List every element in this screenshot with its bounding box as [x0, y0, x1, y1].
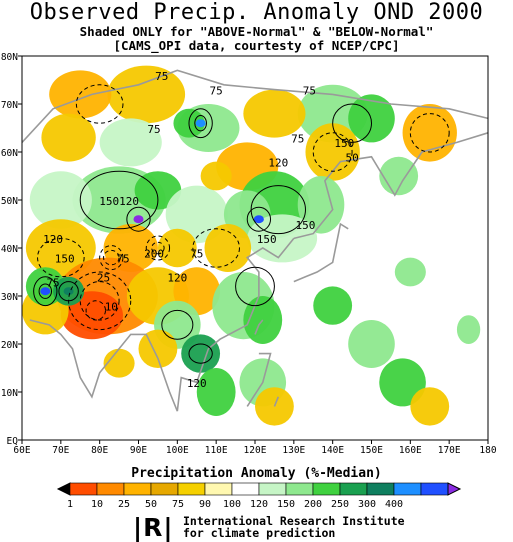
contour-label: 75	[210, 84, 223, 97]
lon-tick-label: 140E	[321, 445, 344, 456]
lon-tick-label: 170E	[438, 445, 461, 456]
contour-label: 150	[257, 233, 277, 246]
map-subtitle-shading: Shaded ONLY for "ABOVE-Normal" & "BELOW-…	[79, 24, 434, 39]
contour-label: 10	[105, 300, 118, 313]
contour-label: 150120	[99, 195, 139, 208]
legend-swatch	[231, 482, 260, 496]
lon-tick-label: 160E	[399, 445, 422, 456]
legend-tick-label: 250	[331, 499, 349, 510]
lat-tick-label: 70N	[1, 100, 18, 111]
legend-swatch	[56, 482, 71, 496]
legend-swatch	[150, 482, 179, 496]
legend-tick-label: 1	[67, 499, 73, 510]
lon-tick-label: 100E	[166, 445, 189, 456]
lon-tick-label: 120E	[244, 445, 267, 456]
lon-tick-label: 150E	[360, 445, 383, 456]
legend-swatch	[123, 482, 152, 496]
legend-swatch	[312, 482, 341, 496]
coastlines	[21, 69, 489, 412]
lon-tick-label: 80E	[91, 445, 108, 456]
lon-tick-label: 180	[479, 445, 496, 456]
contour-label: 120	[43, 233, 63, 246]
contour-label: 75	[46, 276, 59, 289]
iri-name-line2: for climate prediction	[183, 526, 336, 540]
contour-label: 75	[291, 132, 304, 145]
lat-tick-label: 50N	[1, 196, 18, 207]
legend-swatch	[420, 482, 449, 496]
legend-tick-label: 75	[172, 499, 184, 510]
contour-label: 150	[334, 137, 354, 150]
legend-swatch	[69, 482, 98, 496]
contour-label: 120	[167, 272, 187, 285]
legend-swatch	[204, 482, 233, 496]
anomaly-contours	[33, 84, 450, 364]
map-axes: 60E 70E 80E 90E 100E 110E 120E 130E 140E 150E 160E…	[1, 52, 497, 456]
legend-swatch	[447, 482, 462, 496]
legend-tick-label: 25	[118, 499, 130, 510]
lat-tick-label: 60N	[1, 148, 18, 159]
anomaly-shading	[22, 65, 481, 426]
legend-tick-label: 90	[199, 499, 211, 510]
contour-label: 200	[144, 248, 164, 261]
lat-tick-label: 80N	[1, 52, 18, 63]
legend-swatch	[285, 482, 314, 496]
legend-tick-label: 100	[223, 499, 241, 510]
contour-label: 120	[187, 377, 207, 390]
lon-tick-label: 130E	[282, 445, 305, 456]
legend-swatch	[393, 482, 422, 496]
contour-label: 75	[190, 248, 203, 261]
legend-swatch	[96, 482, 125, 496]
legend-swatch	[258, 482, 287, 496]
lat-tick-label: 10N	[1, 388, 18, 399]
legend-swatch	[177, 482, 206, 496]
legend-title: Precipitation Anomaly (%-Median)	[131, 466, 382, 481]
legend-colorbar: 1 10 25 50 75 90 100 120 150 200 250 300 400	[56, 482, 462, 510]
lon-tick-label: 90E	[130, 445, 147, 456]
lon-tick-label: 60E	[13, 445, 30, 456]
lon-tick-label: 110E	[205, 445, 228, 456]
contour-label: 120	[268, 156, 288, 169]
contour-label: 50	[345, 152, 358, 165]
legend-tick-label: 10	[91, 499, 103, 510]
legend-tick-label: 50	[145, 499, 157, 510]
contour-label: 75	[303, 84, 316, 97]
legend-swatch	[339, 482, 368, 496]
legend-tick-label: 200	[304, 499, 322, 510]
contour-label: 75	[155, 70, 168, 83]
legend-tick-label: 300	[358, 499, 376, 510]
legend-tick-label: 120	[250, 499, 268, 510]
legend-tick-label: 400	[385, 499, 403, 510]
contour-label: 150	[296, 219, 316, 232]
legend-swatch	[366, 482, 395, 496]
contour-label: 25	[97, 272, 110, 285]
lat-tick-label: 40N	[1, 244, 18, 255]
lat-tick-label: EQ	[7, 436, 19, 447]
contour-label: 75	[116, 252, 129, 265]
legend-tick-label: 150	[277, 499, 295, 510]
lat-tick-label: 30N	[1, 292, 18, 303]
lat-tick-label: 20N	[1, 340, 18, 351]
map-subtitle-source: [CAMS_OPI data, courtesty of NCEP/CPC]	[113, 38, 400, 53]
iri-logo: |R|	[133, 513, 174, 542]
lon-tick-label: 70E	[52, 445, 69, 456]
contour-label: 75	[147, 123, 160, 136]
map-title: Observed Precip. Anomaly OND 2000	[29, 0, 484, 25]
contour-label: 150	[55, 252, 75, 265]
iri-name-line1: International Research Institute	[183, 514, 405, 528]
